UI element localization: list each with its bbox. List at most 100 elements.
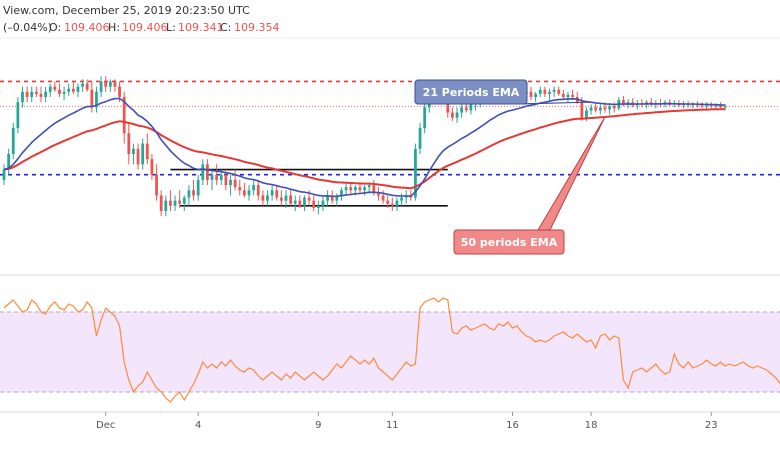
candle [538,86,542,97]
candle-body [62,91,66,94]
candle-body [266,195,269,201]
candle-body [136,148,140,165]
open-value: 109.406 [64,21,110,34]
candle [127,122,131,165]
candle-body [603,107,607,110]
candle-body [714,105,718,107]
candle [293,195,297,211]
candle-body [561,93,565,97]
candle-body [469,104,473,111]
candle [451,107,454,121]
candle-body [423,107,427,129]
close-label: C: [220,21,231,34]
candle-body [395,200,399,206]
candle [589,104,593,115]
candle-body [182,197,186,204]
candle-body [67,88,71,92]
candle-body [682,104,685,106]
candle-body [363,187,366,191]
header-change: (–0.04%) [3,21,52,34]
candle-body [141,143,145,165]
header-title: View.com, December 25, 2019 20:23:50 UTC [3,4,250,17]
candle-body [622,100,625,105]
candle-body [16,102,20,129]
candle [187,185,191,206]
x-tick-label: 11 [386,420,399,431]
price-pane-grid [0,37,780,276]
candle [682,101,685,109]
candle [16,97,20,134]
candle-body [155,174,158,196]
candle-body [307,197,311,201]
candle [316,200,320,215]
candle-body [229,179,232,186]
candle [210,169,214,191]
candle-body [390,203,394,206]
candle-body [418,128,422,149]
low-label: L: [166,21,176,34]
candle-body [543,89,547,94]
candle [21,86,24,108]
candle [256,179,260,201]
candle [455,107,459,123]
candle [192,179,195,201]
candle-body [192,190,195,196]
annotation-label: 21 Periods EMA [423,86,520,99]
candle-body [76,86,80,92]
candle-body [386,200,390,204]
candle [321,195,325,211]
candle-body [99,81,103,92]
candle-body [312,200,316,208]
candle [58,83,61,97]
candle-body [261,195,265,201]
candle [85,79,89,92]
candle-body [608,106,611,110]
candle-body [571,94,574,97]
candle-body [118,86,121,97]
candle-body [377,193,380,196]
candle [566,91,570,103]
candle-body [330,195,334,201]
annotations: 21 Periods EMA 50 periods EMA [414,79,606,255]
candle-body [344,187,348,191]
candle [113,79,117,92]
candle [67,83,71,96]
candle [150,154,154,180]
candle-body [460,107,464,113]
candle-body [81,83,84,87]
candle-body [122,97,126,134]
candle [534,91,538,103]
candle [11,122,15,160]
candle-body [566,94,570,97]
candle-body [723,106,727,108]
candle [705,102,709,110]
candle-body [95,91,98,108]
candle [284,190,288,208]
candle [201,159,205,186]
candle-body [557,89,561,94]
candle-body [548,91,551,94]
candle [594,102,598,113]
candle [266,190,269,206]
candle-body [224,174,228,186]
candle [81,79,84,92]
candle-body [256,185,260,196]
x-tick-label: 23 [705,420,718,431]
annotation-box [453,229,565,255]
candle-body [150,159,154,175]
annotation-ema50: 50 periods EMA [453,116,606,255]
candle-body [159,195,163,211]
candle [71,81,75,94]
candle [303,195,306,211]
candle-body [316,205,320,208]
candle [363,185,366,196]
candle-body [279,197,283,201]
candle-body [552,89,556,92]
candle-body [210,174,214,180]
candle [145,133,149,165]
candle-body [589,107,593,111]
candle [48,83,52,97]
candle [141,138,145,170]
